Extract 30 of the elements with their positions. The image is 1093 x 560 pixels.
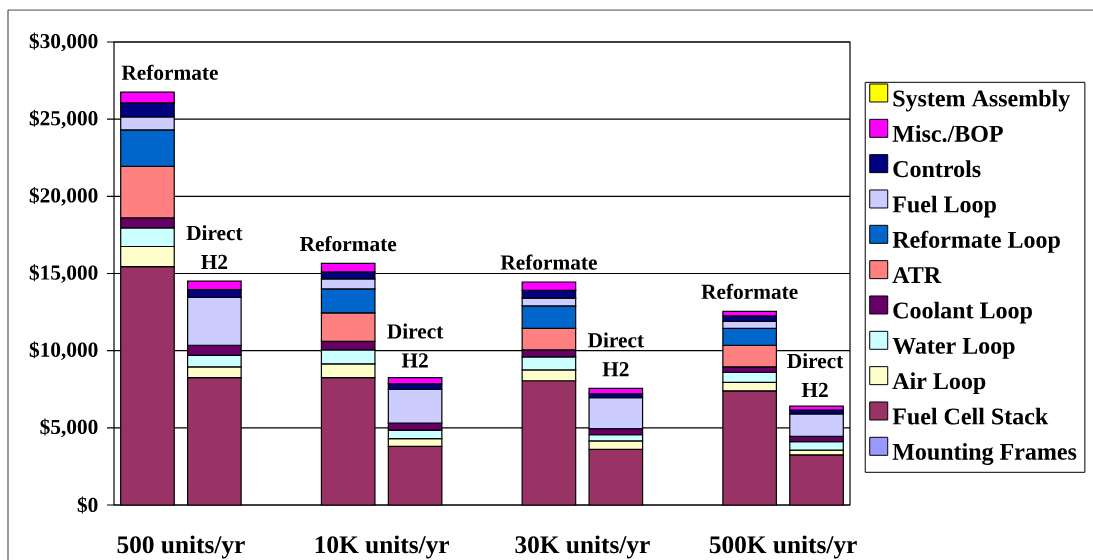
text: 10K units/yr	[315, 535, 449, 559]
legend-label: Fuel Cell Stack	[892, 407, 1049, 425]
annotation: Direct H2	[387, 323, 444, 368]
text: 500K units/yr	[709, 535, 857, 559]
annotation: Direct H2	[186, 225, 243, 269]
y-tick-label: $10,000	[29, 341, 98, 361]
legend-label: Mounting Frames	[892, 442, 1077, 465]
y-tick-label: $30,000	[29, 32, 98, 52]
legend-label: System Assembly	[893, 89, 1070, 112]
annotation: Reformate	[500, 254, 597, 270]
annotation: Reformate	[121, 64, 218, 80]
legend-label: Reformate Loop	[892, 230, 1060, 253]
y-tick-label: $5,000	[40, 418, 98, 438]
text: 500 units/yr	[117, 535, 245, 559]
y-tick-label: $0	[77, 496, 98, 514]
legend-label: Coolant Loop	[893, 301, 1032, 324]
legend-label: Controls	[893, 160, 981, 178]
text: 30K units/yr	[515, 535, 650, 559]
y-tick-label: $25,000	[29, 109, 98, 129]
legend-label: Air Loop	[892, 372, 986, 395]
annotation: Reformate	[701, 283, 798, 300]
legend-label: Fuel Loop	[892, 195, 996, 218]
annotation: Direct H2	[587, 332, 644, 377]
legend-label: Misc./BOP	[892, 124, 1003, 142]
y-tick-label: $15,000	[29, 264, 98, 283]
y-tick-label: $20,000	[29, 186, 98, 206]
legend-label: Water Loop	[892, 337, 1015, 359]
annotation: Reformate	[299, 235, 397, 252]
legend-label: ATR	[892, 267, 942, 283]
annotation: Direct H2	[787, 353, 844, 397]
